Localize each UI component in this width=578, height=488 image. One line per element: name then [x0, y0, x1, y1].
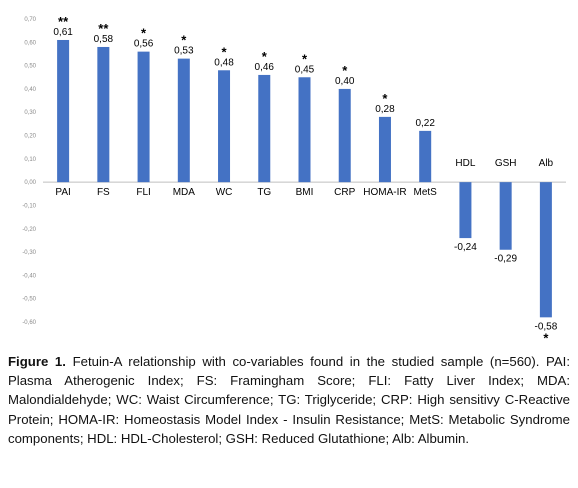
significance-marker: ** — [58, 14, 69, 29]
y-tick-label: 0,50 — [24, 64, 36, 70]
bars-group — [57, 39, 552, 318]
y-axis-ticks: 0,70 0,60 0,50 0,40 0,30 0,20 0,10 0,00 -0,10 -0,… — [22, 17, 36, 326]
y-tick-label: -0,40 — [22, 273, 36, 279]
category-label: GSH — [495, 158, 517, 169]
value-label: 0,40 — [335, 76, 355, 87]
labels-group: 0,61**PAI0,58**FS0,56*FLI0,53*MDA0,48*WC… — [53, 14, 557, 345]
category-label: FS — [97, 187, 110, 198]
category-label: HOMA-IR — [363, 187, 406, 198]
bar-homa-ir — [378, 116, 391, 183]
bar-tg — [258, 74, 271, 183]
category-label: TG — [257, 187, 271, 198]
value-label: 0,53 — [174, 46, 194, 57]
value-label: -0,29 — [494, 254, 517, 265]
value-label: -0,24 — [454, 242, 477, 253]
bar-alb — [539, 182, 552, 318]
bar-chart: 0,70 0,60 0,50 0,40 0,30 0,20 0,10 0,00 -0,10 -0,… — [22, 14, 566, 345]
bar-crp — [338, 88, 351, 183]
y-tick-label: -0,10 — [22, 203, 36, 209]
y-tick-label: 0,20 — [24, 134, 36, 140]
category-label: HDL — [455, 158, 475, 169]
y-tick-label: 0,70 — [24, 17, 36, 23]
y-tick-label: 0,10 — [24, 157, 36, 163]
bar-mda — [177, 58, 190, 183]
caption-label: Figure 1. — [8, 354, 66, 369]
bar-hdl — [459, 182, 472, 239]
value-label: -0,58 — [534, 321, 557, 332]
bar-bmi — [298, 77, 311, 183]
y-tick-label: 0,00 — [24, 180, 36, 186]
bar-pai — [57, 39, 70, 183]
y-tick-label: -0,30 — [22, 250, 36, 256]
y-tick-label: 0,30 — [24, 110, 36, 116]
significance-marker: * — [141, 26, 147, 41]
y-tick-label: -0,20 — [22, 227, 36, 233]
value-label: 0,28 — [375, 104, 395, 115]
significance-marker: * — [262, 49, 268, 64]
significance-marker: * — [382, 91, 388, 106]
y-tick-label: -0,60 — [22, 320, 36, 326]
caption-text: Fetuin-A relationship with co-variables … — [8, 354, 570, 446]
category-label: MetS — [414, 187, 438, 198]
value-label: 0,22 — [415, 118, 435, 129]
significance-marker: * — [302, 51, 308, 66]
significance-marker: ** — [98, 21, 109, 36]
category-label: CRP — [334, 187, 355, 198]
category-label: BMI — [296, 187, 314, 198]
significance-marker: * — [181, 33, 187, 48]
value-label: 0,56 — [134, 39, 154, 50]
category-label: FLI — [136, 187, 150, 198]
significance-marker: * — [543, 330, 549, 345]
y-tick-label: -0,50 — [22, 297, 36, 303]
bar-fs — [97, 46, 110, 183]
value-label: 0,46 — [255, 62, 275, 73]
bar-wc — [218, 70, 231, 183]
category-label: WC — [216, 187, 233, 198]
figure-caption: Figure 1. Fetuin-A relationship with co-… — [8, 352, 570, 448]
value-label: 0,58 — [94, 34, 114, 45]
bar-fli — [137, 51, 150, 183]
bar-mets — [419, 130, 432, 183]
bar-gsh — [499, 182, 512, 250]
y-tick-label: 0,60 — [24, 40, 36, 46]
value-label: 0,61 — [53, 27, 73, 38]
category-label: Alb — [539, 158, 554, 169]
significance-marker: * — [342, 63, 348, 78]
y-tick-label: 0,40 — [24, 87, 36, 93]
category-label: PAI — [55, 187, 70, 198]
value-label: 0,45 — [295, 64, 315, 75]
category-label: MDA — [173, 187, 196, 198]
significance-marker: * — [222, 44, 228, 59]
value-label: 0,48 — [214, 57, 234, 68]
